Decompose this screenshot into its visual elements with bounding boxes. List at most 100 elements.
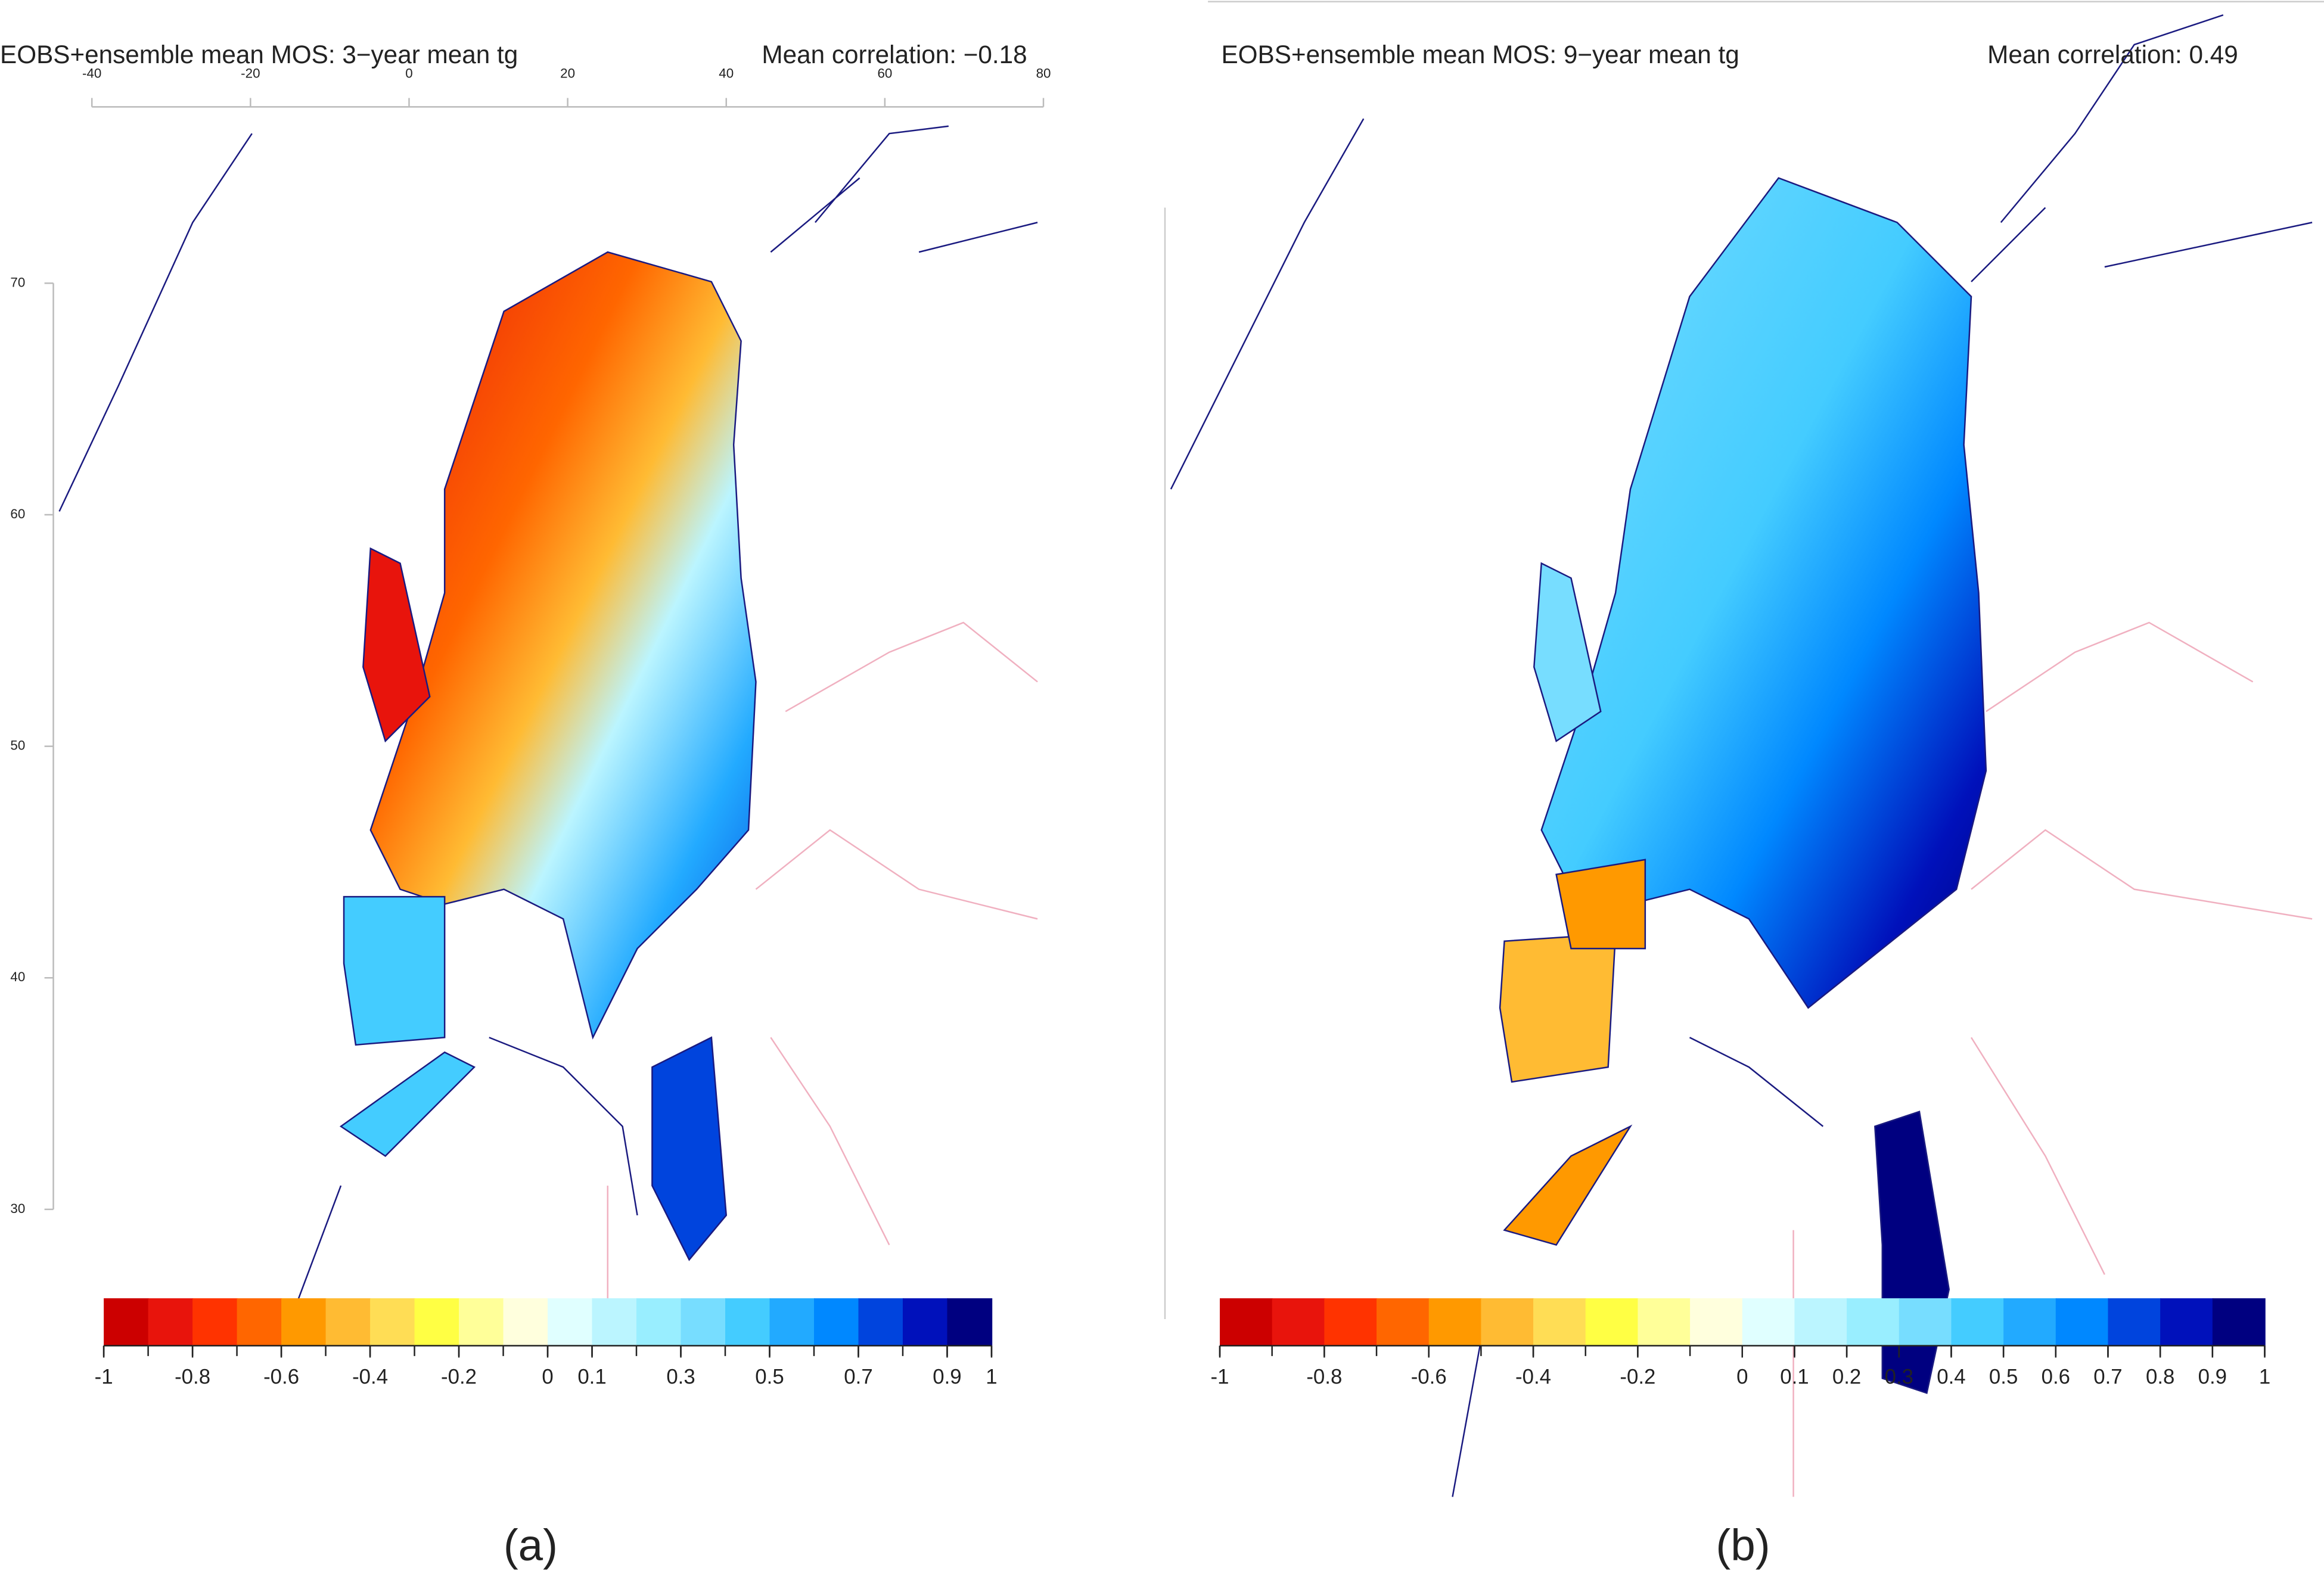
colorbar-tick-label: 0 [1736, 1366, 1748, 1389]
colorbar-tick-label: -0.2 [1620, 1366, 1655, 1389]
panel-title: EOBS+ensemble mean MOS: 9−year mean tg [1221, 41, 1739, 69]
map-b [1164, 1, 2324, 1497]
y-tick-label: 70 [10, 275, 25, 290]
land-field [1499, 932, 1617, 1083]
colorbar-bin [325, 1298, 371, 1346]
colorbar-tick-label: 0.3 [666, 1366, 695, 1389]
colorbar-bin [414, 1298, 460, 1346]
colorbar-tick-label: 0.3 [1885, 1366, 1913, 1389]
colorbar-tick-label: 0.6 [2042, 1366, 2070, 1389]
colorbar-bin [281, 1298, 327, 1346]
x-tick-label: 20 [560, 66, 575, 81]
colorbar-tick-label: 1 [2259, 1366, 2270, 1389]
x-tick-label: 40 [719, 66, 734, 81]
land-field [339, 1051, 476, 1157]
colorbar-bin [769, 1298, 815, 1346]
land-field [651, 1036, 728, 1261]
map-a [58, 125, 1038, 1305]
colorbar-tick-label: -1 [1211, 1366, 1229, 1389]
x-tick-label: -40 [82, 66, 101, 81]
colorbar-tick-label: 0.1 [1780, 1366, 1809, 1389]
colorbar-tick-label: 0 [542, 1366, 553, 1389]
coastline [58, 125, 1038, 1305]
colorbar-tick-label: -0.6 [1411, 1366, 1447, 1389]
colorbar-bin [1272, 1298, 1325, 1346]
y-tick-label: 30 [10, 1201, 25, 1216]
colorbar-bin [148, 1298, 194, 1346]
colorbar-bin [1794, 1298, 1848, 1346]
border [1792, 621, 2313, 1497]
colorbar-bin [370, 1298, 415, 1346]
colorbar-bin [681, 1298, 726, 1346]
panel-caption: (a) [504, 1520, 558, 1570]
colorbar-tick-label: 0.1 [577, 1366, 606, 1389]
colorbar-bin [192, 1298, 238, 1346]
colorbar-tick-label: -0.8 [1306, 1366, 1342, 1389]
land-field [1540, 177, 1987, 1009]
colorbar-tick-label: -1 [95, 1366, 113, 1389]
y-tick-label: 50 [10, 738, 25, 753]
coastline [1170, 14, 2313, 1497]
colorbar-bin [459, 1298, 504, 1346]
colorbar-tick-label: -0.4 [1515, 1366, 1551, 1389]
land-field [1533, 562, 1602, 742]
colorbar-bin [503, 1298, 549, 1346]
land-field [343, 895, 446, 1046]
x-tick-label: -20 [241, 66, 260, 81]
colorbar-tick-label: -0.6 [263, 1366, 299, 1389]
colorbar-bin [1742, 1298, 1795, 1346]
land-field [1555, 859, 1646, 950]
x-tick-label: 60 [877, 66, 892, 81]
land-field [1503, 1124, 1633, 1246]
colorbar-tick-label: 1 [986, 1366, 997, 1389]
mean-correlation: Mean correlation: −0.18 [762, 41, 1027, 69]
colorbar-bin [1377, 1298, 1430, 1346]
colorbar-tick-label: -0.2 [441, 1366, 477, 1389]
colorbar-bin [1428, 1298, 1482, 1346]
colorbar-tick-label: 0.9 [933, 1366, 961, 1389]
colorbar-tick-label: 0.7 [844, 1366, 872, 1389]
mean-correlation: Mean correlation: 0.49 [1987, 41, 2238, 69]
colorbar-tick-label: 0.4 [1937, 1366, 1965, 1389]
colorbar-bin [1220, 1298, 1273, 1346]
colorbar-bin [548, 1298, 593, 1346]
x-tick-label: 80 [1036, 66, 1051, 81]
colorbar-bin [1481, 1298, 1534, 1346]
land-field [362, 547, 431, 743]
x-tick-label: 0 [405, 66, 412, 81]
colorbar-bin [2108, 1298, 2161, 1346]
colorbar-bin [1533, 1298, 1586, 1346]
colorbar-tick-label: 0.9 [2198, 1366, 2227, 1389]
colorbar-bin [2003, 1298, 2057, 1346]
colorbar-bin [1690, 1298, 1743, 1346]
colorbar-bin [1951, 1298, 2005, 1346]
colorbar-bin [104, 1298, 149, 1346]
land-field [1874, 1111, 1950, 1394]
y-tick-label: 40 [10, 969, 25, 984]
colorbar-tick-label: -0.8 [175, 1366, 210, 1389]
colorbar-bin [858, 1298, 904, 1346]
colorbar-tick-label: 0.8 [2146, 1366, 2174, 1389]
colorbar-bin [725, 1298, 770, 1346]
colorbar-bin [237, 1298, 282, 1346]
y-tick-label: 60 [10, 506, 25, 521]
colorbar-bin [813, 1298, 859, 1346]
colorbar-tick-label: 0.7 [2093, 1366, 2122, 1389]
colorbar-bin [2160, 1298, 2214, 1346]
border [607, 621, 1038, 1305]
colorbar-bin [947, 1298, 993, 1346]
colorbar-bin [1324, 1298, 1378, 1346]
colorbar-bin [1638, 1298, 1691, 1346]
colorbar-tick-label: 0.5 [1989, 1366, 2018, 1389]
colorbar-bin [902, 1298, 948, 1346]
panel-caption: (b) [1716, 1520, 1770, 1570]
colorbar-bin [1585, 1298, 1639, 1346]
colorbar-bin [592, 1298, 638, 1346]
land-field [369, 251, 757, 1040]
colorbar-bin [1899, 1298, 1952, 1346]
panel-title: EOBS+ensemble mean MOS: 3−year mean tg [0, 41, 518, 69]
colorbar-bin [636, 1298, 682, 1346]
colorbar-bin [2055, 1298, 2109, 1346]
